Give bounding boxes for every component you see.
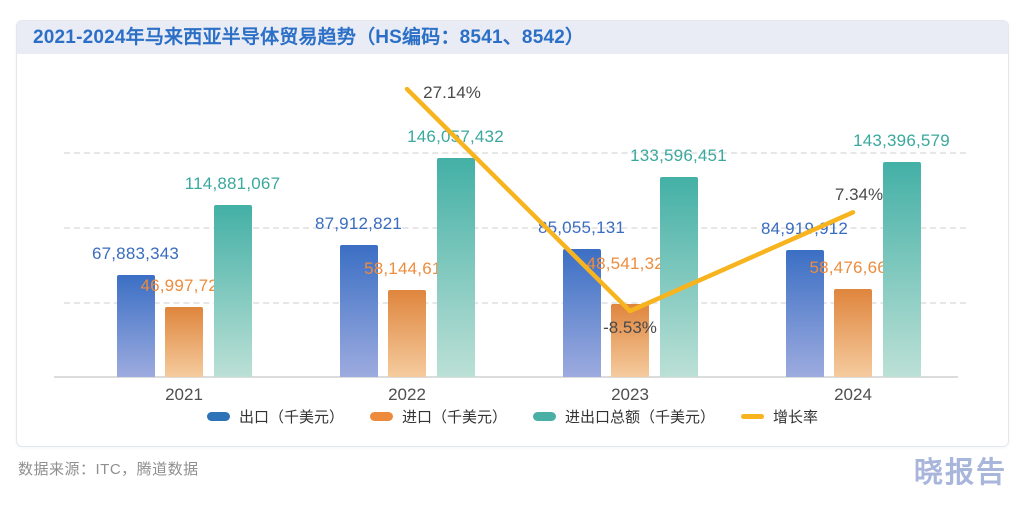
- gridline-1: [64, 302, 966, 304]
- bar-import-2023[interactable]: [611, 304, 649, 377]
- data-source-text: 数据来源：ITC，腾道数据: [18, 461, 199, 478]
- bar-export-2022[interactable]: [339, 245, 378, 377]
- bar-export-2023[interactable]: [562, 249, 601, 377]
- chart-plot-area: 67,883,343 87,912,821 85,055,131 84,919,912…: [17, 21, 1008, 446]
- brand-logo: 晓报告: [913, 457, 1007, 489]
- legend-item-export[interactable]: 出口（千美元）: [206, 406, 344, 427]
- bar-import-2022[interactable]: [388, 289, 426, 377]
- x-axis-line: [54, 376, 958, 378]
- gridline-3: [64, 152, 966, 154]
- growth-rate-line[interactable]: [404, 86, 856, 314]
- growth-rate-line-layer: [404, 86, 856, 314]
- bar-total-2021[interactable]: [213, 204, 252, 377]
- legend-label-export: 出口（千美元）: [238, 409, 344, 426]
- bar-total-2022[interactable]: [436, 157, 475, 377]
- value-label-total-2023: 133,596,451: [630, 145, 727, 165]
- growth-label-2024: 7.34%: [834, 185, 884, 205]
- bar-total-2024[interactable]: [882, 161, 921, 377]
- bar-total-2023[interactable]: [659, 176, 698, 377]
- value-label-total-2021: 114,881,067: [184, 173, 281, 193]
- gridline-2: [64, 227, 966, 229]
- value-label-export-2021: 67,883,343: [91, 244, 180, 264]
- legend-item-total[interactable]: 进出口总额（千美元）: [533, 406, 715, 427]
- legend-label-import: 进口（千美元）: [401, 409, 507, 426]
- value-label-import-2023: 48,541,320: [586, 254, 674, 274]
- value-label-import-2022: 58,144,611: [364, 258, 450, 278]
- bar-import-2024[interactable]: [834, 289, 872, 377]
- category-label-2021: 2021: [165, 385, 203, 404]
- legend-marker-import-icon: [369, 412, 393, 421]
- category-label-2022: 2022: [388, 385, 426, 404]
- legend-marker-export-icon: [206, 412, 230, 421]
- bar-export-2021[interactable]: [116, 275, 155, 377]
- legend-marker-growth-icon: [741, 414, 765, 419]
- growth-label-2023: -8.53%: [603, 318, 657, 338]
- value-label-import-2021: 46,997,724: [140, 275, 228, 295]
- legend-label-total: 进出口总额（千美元）: [565, 409, 716, 426]
- value-label-total-2024: 143,396,579: [853, 130, 950, 150]
- legend-item-growth[interactable]: 增长率: [741, 406, 818, 427]
- legend-label-growth: 增长率: [773, 409, 819, 426]
- legend-item-import[interactable]: 进口（千美元）: [369, 406, 507, 427]
- legend-marker-total-icon: [533, 412, 556, 421]
- growth-label-2022: 27.14%: [423, 83, 481, 103]
- value-label-export-2022: 87,912,821: [314, 214, 403, 234]
- category-label-2023: 2023: [611, 385, 649, 404]
- value-label-export-2023: 85,055,131: [537, 218, 626, 238]
- value-label-import-2024: 58,476,667: [809, 258, 897, 278]
- category-label-2024: 2024: [834, 385, 872, 404]
- chart-legend: 出口（千美元） 进口（千美元） 进出口总额（千美元） 增长率: [17, 406, 1008, 427]
- chart-title: 2021-2024年马来西亚半导体贸易趋势（HS编码：8541、8542）: [17, 21, 1008, 54]
- bar-export-2024[interactable]: [785, 249, 824, 377]
- bar-import-2021[interactable]: [165, 306, 203, 377]
- chart-card: 67,883,343 87,912,821 85,055,131 84,919,912…: [16, 20, 1009, 447]
